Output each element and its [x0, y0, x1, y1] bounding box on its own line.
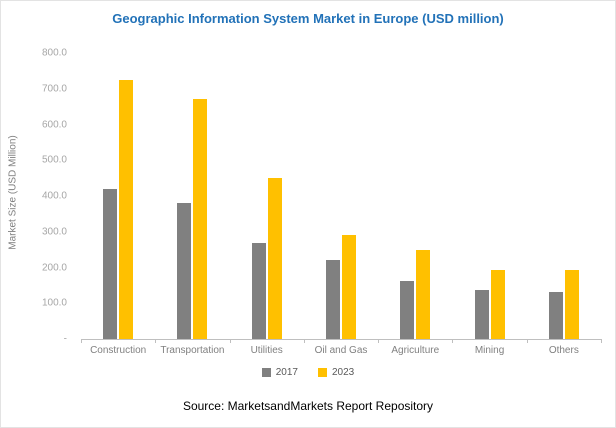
y-tick-label: - — [63, 333, 67, 345]
y-axis-ticks: 800.0 700.0 600.0 500.0 400.0 300.0 200.0 100.0… — [1, 48, 73, 345]
x-axis-tickmark — [601, 339, 602, 343]
x-axis-labels: Construction Transportation Utilities Oil a… — [81, 345, 601, 356]
legend-label-2023: 2023 — [332, 367, 355, 378]
y-tick-label: 400.0 — [41, 190, 67, 202]
x-axis-label-transportation: Transportation — [160, 345, 225, 356]
bar-2017-transportation — [177, 203, 192, 339]
x-axis-tickmark — [526, 339, 528, 343]
legend-item-2023: 2023 — [318, 367, 354, 378]
bar-group-utilities — [230, 53, 304, 339]
bar-2017-utilities — [251, 243, 266, 339]
chart-title: Geographic Information System Market in … — [112, 11, 504, 26]
x-axis-tickmark — [155, 339, 157, 343]
bar-2023-oil-and-gas — [341, 235, 356, 339]
x-axis-tickmark — [303, 339, 305, 343]
bar-2023-transportation — [193, 98, 208, 339]
y-tick-label: 200.0 — [41, 262, 67, 273]
x-axis-label-agriculture: Agriculture — [391, 345, 440, 356]
bar-2023-construction — [119, 79, 134, 339]
bar-2023-utilities — [267, 178, 282, 339]
legend-item-2017: 2017 — [261, 367, 298, 378]
y-tick-label: 700.0 — [41, 83, 67, 95]
x-axis-label-oil-and-gas: Oil and Gas — [314, 345, 368, 356]
bar-group-transportation — [155, 53, 229, 339]
y-tick-label: 600.0 — [41, 119, 67, 130]
bar-2023-agriculture — [416, 249, 431, 339]
bar-2017-mining — [474, 289, 489, 339]
x-axis-tickmark — [452, 339, 454, 343]
bar-group-others — [527, 53, 601, 339]
x-axis-label-utilities: Utilities — [250, 345, 283, 356]
bar-2017-agriculture — [400, 281, 415, 339]
bar-2017-oil-and-gas — [325, 259, 340, 339]
legend-swatch-2023 — [318, 368, 327, 377]
legend-label-2017: 2017 — [275, 367, 298, 378]
bar-2017-construction — [103, 188, 118, 339]
plot-area — [81, 53, 601, 340]
y-tick-label: 300.0 — [41, 226, 67, 238]
source-text: Source: MarketsandMarkets Report Reposit… — [182, 399, 434, 413]
legend-swatch-2017 — [261, 368, 271, 377]
bar-2017-others — [548, 291, 563, 339]
bar-group-construction — [81, 53, 155, 339]
x-axis-tickmark — [229, 339, 231, 343]
x-axis-label-others: Others — [548, 345, 579, 356]
bar-2023-others — [564, 270, 579, 339]
legend: 2017 2023 — [1, 367, 615, 378]
x-axis-tickmark — [378, 339, 380, 343]
y-tick-label: 500.0 — [41, 154, 67, 166]
bar-group-mining — [452, 53, 526, 339]
y-tick-label: 100.0 — [41, 297, 67, 309]
x-axis-label-mining: Mining — [474, 345, 505, 356]
x-axis-tickmark — [81, 339, 82, 343]
x-axis-label-construction: Construction — [90, 345, 147, 356]
bar-group-oil-and-gas — [304, 53, 378, 339]
bar-group-agriculture — [378, 53, 452, 339]
x-axis-tickmarks — [81, 339, 602, 343]
bar-2023-mining — [490, 270, 505, 339]
y-tick-label: 800.0 — [41, 47, 67, 59]
